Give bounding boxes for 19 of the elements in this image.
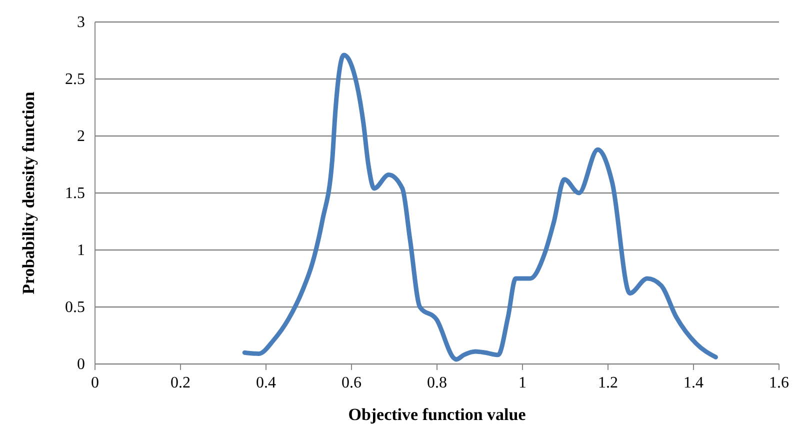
y-tick-label: 2.5 xyxy=(65,71,85,88)
x-tick-label: 1.6 xyxy=(769,374,789,392)
y-tick-label: 1 xyxy=(77,242,85,260)
x-axis-title: Objective function value xyxy=(348,405,526,424)
x-tick-label: 1.4 xyxy=(684,374,704,392)
x-tick-label: 1 xyxy=(518,374,526,392)
y-tick-label: 2 xyxy=(77,128,85,146)
x-tick-label: 0.8 xyxy=(427,374,447,392)
x-tick-label: 0 xyxy=(91,374,99,392)
y-tick-label: 0.5 xyxy=(65,299,85,316)
x-tick-label: 0.2 xyxy=(170,374,190,392)
y-tick-label: 3 xyxy=(77,14,85,32)
y-axis-title: Probability density function xyxy=(19,91,38,294)
y-tick-label: 0 xyxy=(77,356,85,374)
y-tick-label: 1.5 xyxy=(65,185,85,202)
line-series xyxy=(242,52,718,362)
x-tick-label: 0.6 xyxy=(342,374,362,392)
x-tick-label: 0.4 xyxy=(256,374,276,392)
x-tick-label: 1.2 xyxy=(598,374,618,392)
